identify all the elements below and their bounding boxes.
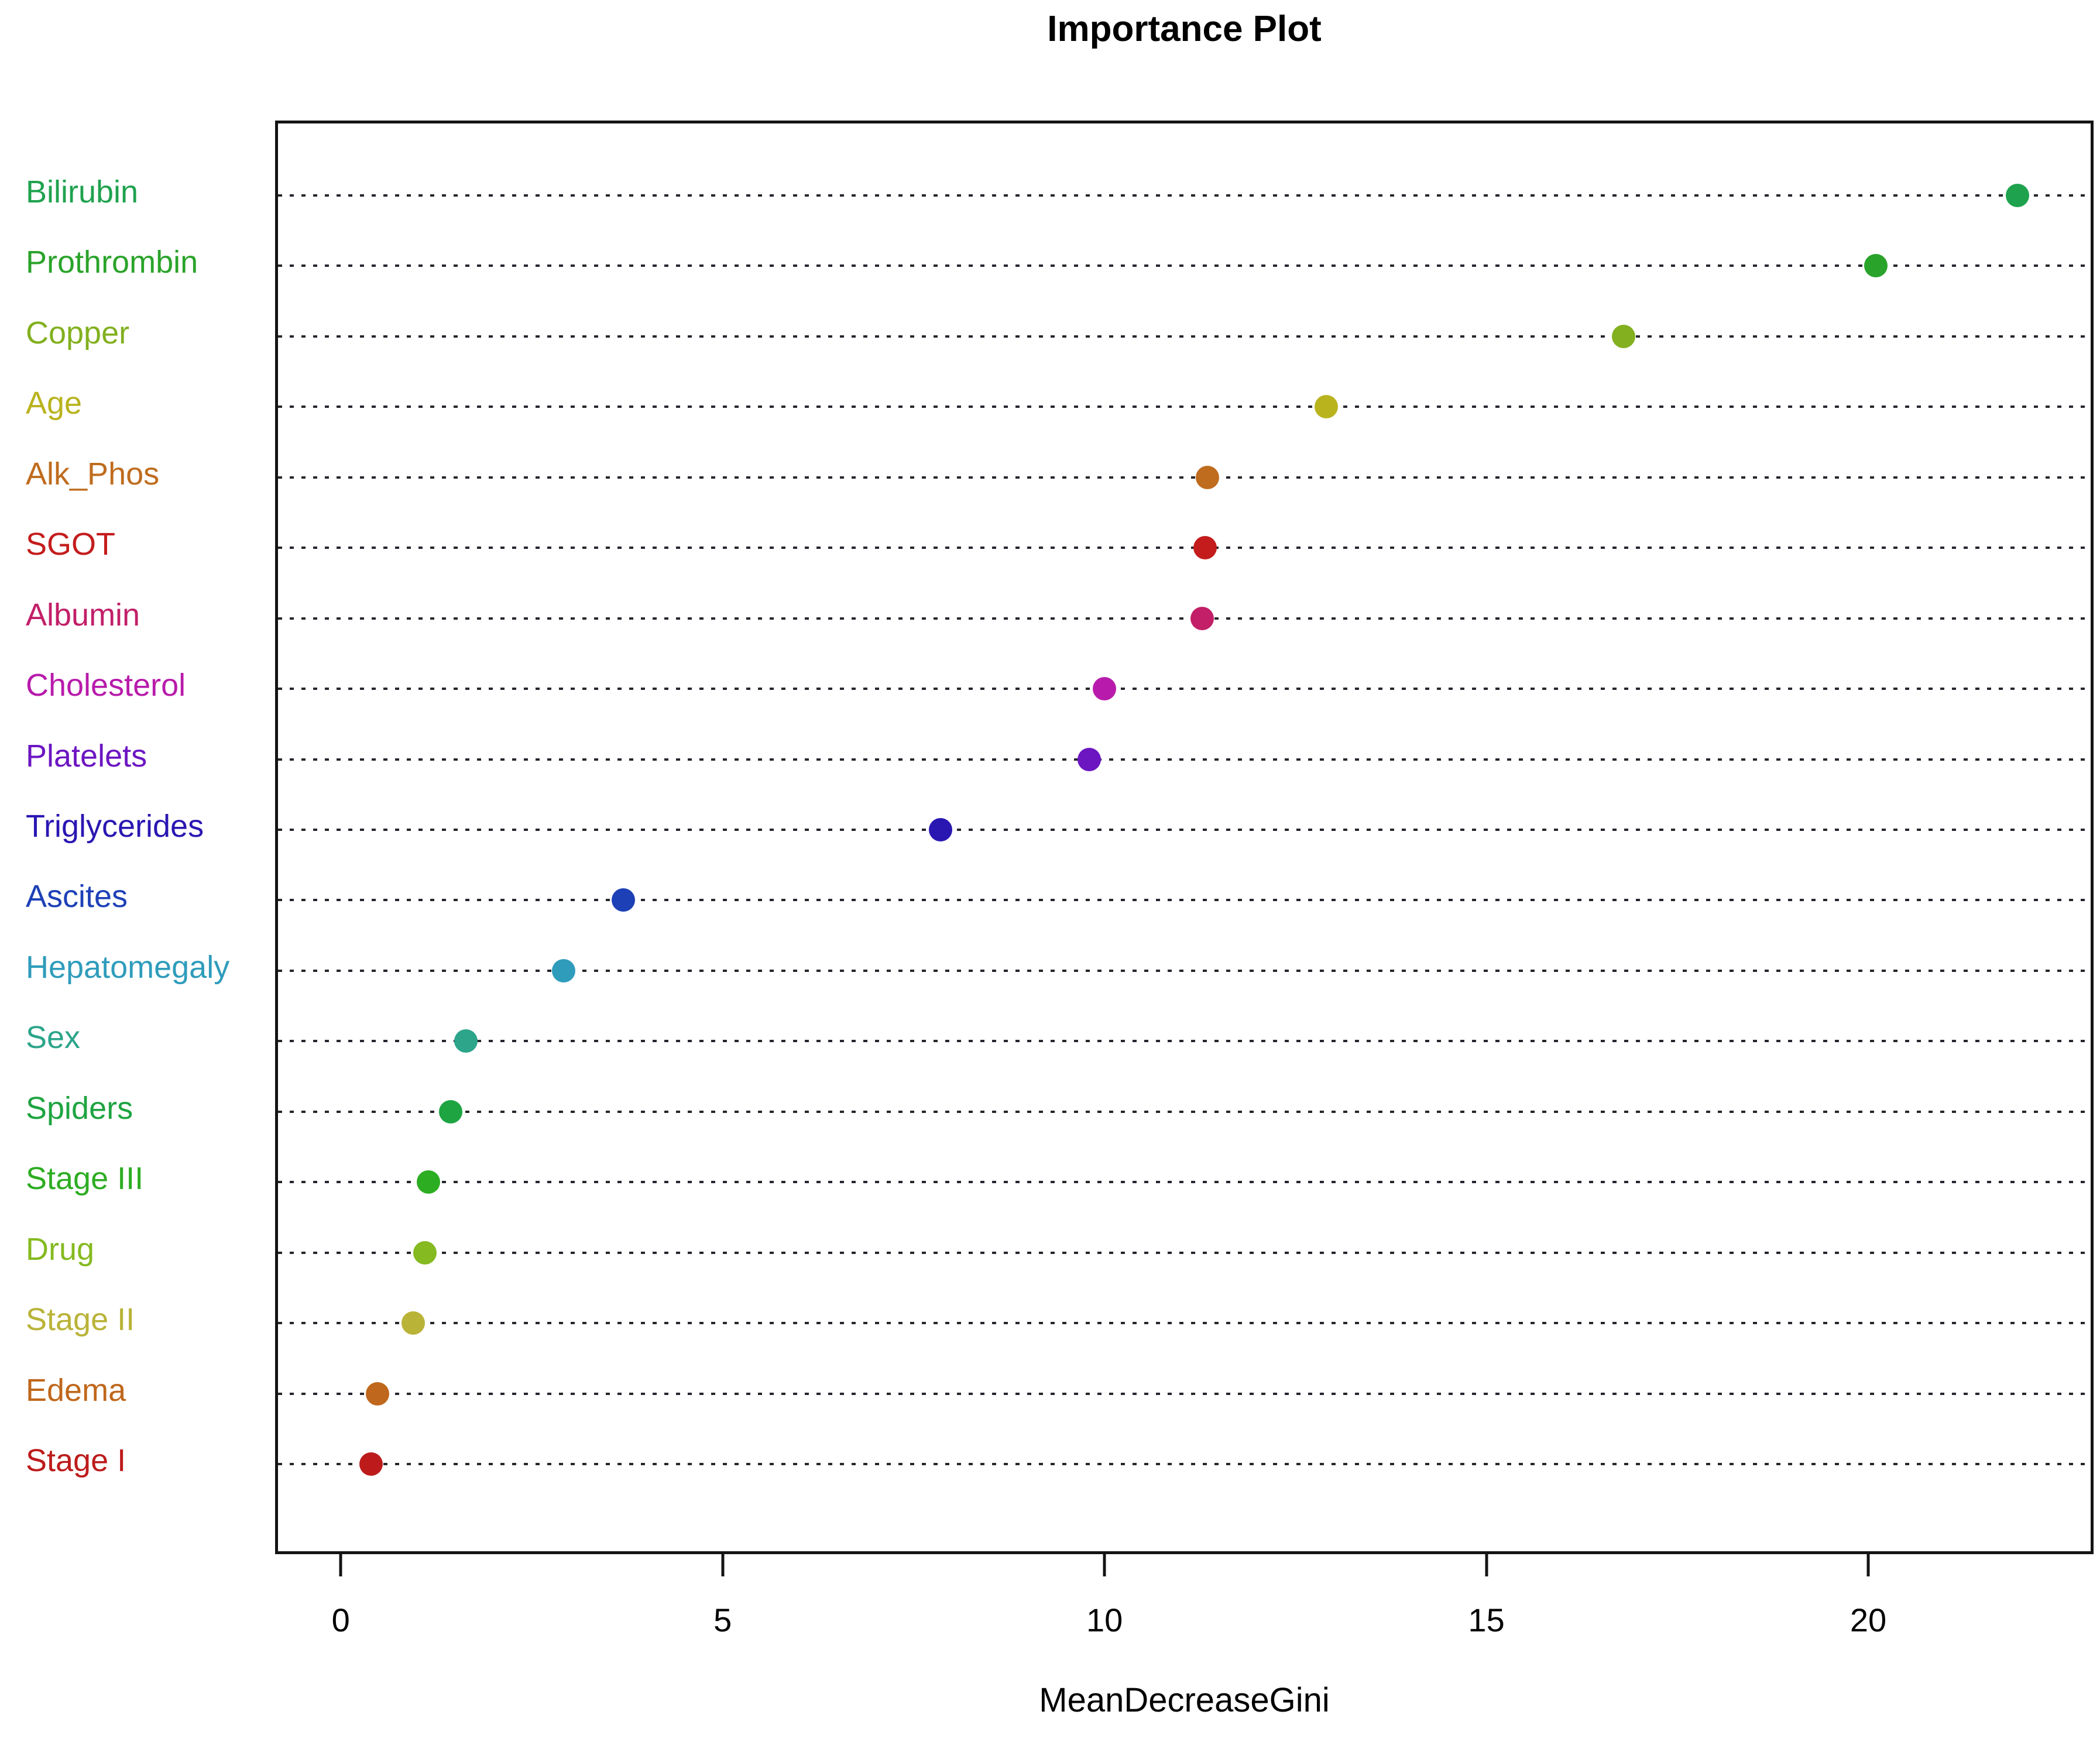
x-tick-mark (1103, 1554, 1106, 1576)
y-axis-label: Albumin (26, 597, 140, 633)
data-point (612, 888, 636, 912)
grid-line (278, 194, 2091, 197)
data-point (552, 958, 576, 982)
grid-line (278, 688, 2091, 690)
data-point (2005, 184, 2029, 207)
grid-line (278, 335, 2091, 338)
data-point (1864, 254, 1888, 278)
grid-line (278, 547, 2091, 549)
x-tick-mark (721, 1554, 725, 1576)
grid-line (278, 899, 2091, 902)
grid-line (278, 264, 2091, 267)
grid-line (278, 1463, 2091, 1465)
data-point (413, 1241, 437, 1265)
data-point (1078, 747, 1102, 771)
grid-line (278, 1040, 2091, 1043)
data-point (1612, 324, 1636, 348)
x-tick-label: 0 (331, 1602, 350, 1638)
data-point (1196, 465, 1220, 489)
grid-line (278, 758, 2091, 761)
y-axis-label: Bilirubin (26, 174, 139, 209)
grid-line (278, 829, 2091, 831)
x-tick-label: 20 (1849, 1602, 1887, 1638)
data-point (928, 818, 952, 841)
y-axis-label: Sex (26, 1020, 81, 1056)
data-point (1193, 536, 1217, 560)
y-axis-label: Stage III (26, 1160, 144, 1196)
data-point (365, 1382, 389, 1406)
data-point (439, 1100, 463, 1123)
grid-line (278, 1251, 2091, 1254)
grid-line (278, 969, 2091, 972)
chart-title: Importance Plot (1047, 9, 1322, 49)
y-axis-label: Copper (26, 315, 130, 351)
y-axis-label: Hepatomegaly (26, 949, 230, 985)
y-axis-label: Prothrombin (26, 245, 198, 280)
y-axis-label: SGOT (26, 526, 116, 562)
x-tick-mark (1866, 1554, 1870, 1576)
y-axis-label: Edema (26, 1372, 126, 1408)
data-point (402, 1311, 426, 1335)
grid-line (278, 617, 2091, 620)
y-axis-label: Alk_Phos (26, 456, 160, 492)
y-axis-label: Drug (26, 1231, 95, 1267)
x-tick-mark (339, 1554, 342, 1576)
data-point (454, 1029, 478, 1053)
data-point (1190, 606, 1214, 630)
y-axis-label: Triglycerides (26, 808, 204, 844)
y-axis-label: Age (26, 386, 83, 421)
y-axis-label: Stage II (26, 1301, 135, 1337)
x-tick-label: 10 (1086, 1602, 1123, 1638)
grid-line (278, 1392, 2091, 1395)
y-axis-label: Cholesterol (26, 667, 186, 703)
x-tick-label: 5 (713, 1602, 732, 1638)
grid-line (278, 1110, 2091, 1113)
y-axis-label: Stage I (26, 1442, 126, 1478)
y-axis-label: Platelets (26, 738, 147, 774)
x-axis-label: MeanDecreaseGini (1039, 1681, 1330, 1719)
grid-line (278, 476, 2091, 479)
grid-line (278, 1181, 2091, 1184)
y-axis-label: Ascites (26, 879, 128, 915)
grid-line (278, 406, 2091, 408)
y-axis-label: Spiders (26, 1090, 133, 1126)
plot-area (275, 121, 2094, 1554)
x-tick-mark (1485, 1554, 1488, 1576)
grid-line (278, 1322, 2091, 1325)
data-point (417, 1170, 441, 1194)
data-point (1314, 395, 1338, 419)
data-point (1093, 677, 1117, 701)
x-tick-label: 15 (1468, 1602, 1505, 1638)
data-point (359, 1452, 383, 1476)
